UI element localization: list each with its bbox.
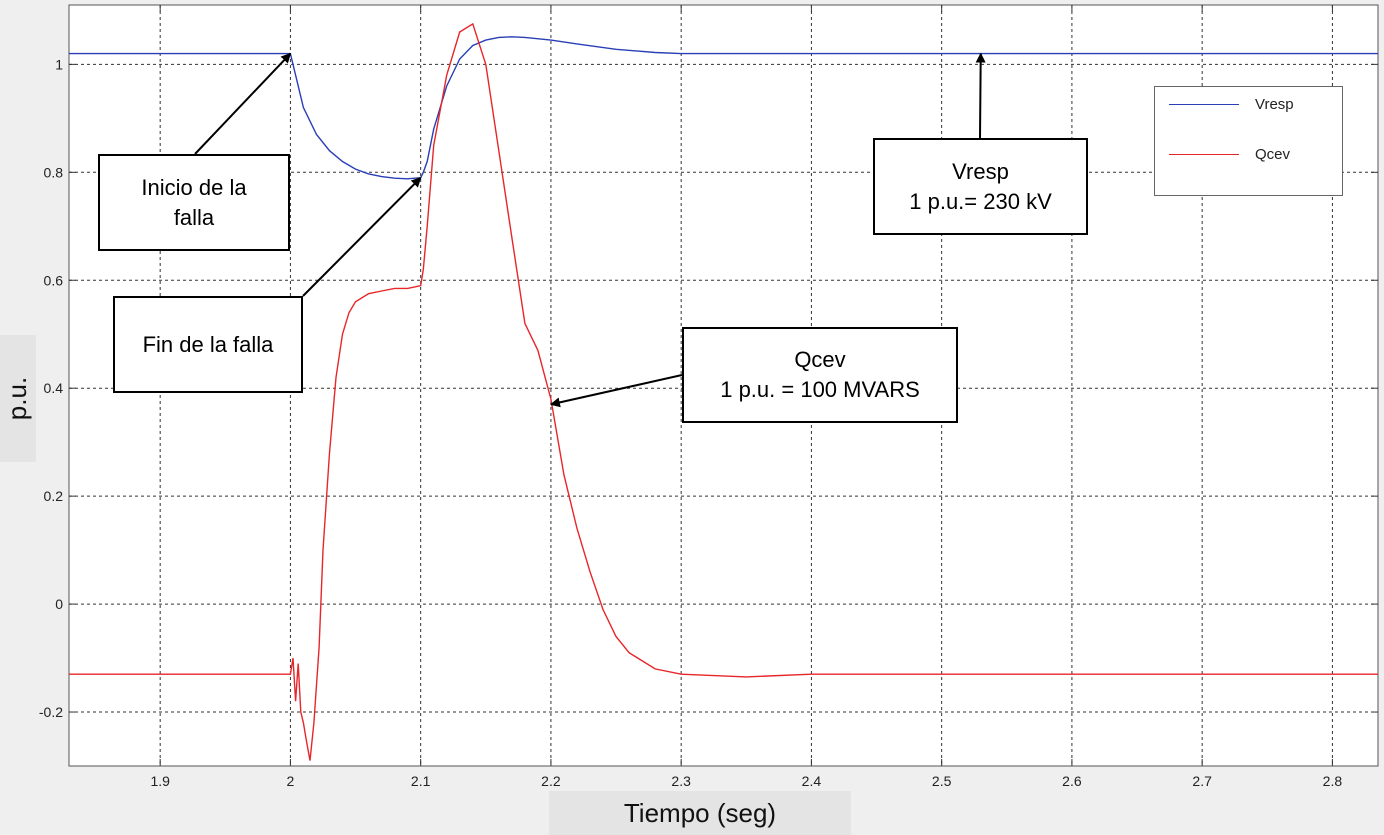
x-tick-label: 2.6 (1062, 773, 1082, 789)
annotation-inicio: Inicio de la falla (98, 154, 290, 251)
legend-item-vresp: Vresp (1169, 94, 1294, 114)
x-tick-label: 1.9 (150, 773, 170, 789)
y-axis-label: p.u. (0, 335, 36, 462)
arrow-qcev (549, 374, 683, 408)
y-tick-label: 0.2 (44, 488, 64, 504)
annotation-qcev: Qcev 1 p.u. = 100 MVARS (682, 327, 958, 423)
x-axis-label: Tiempo (seg) (549, 791, 851, 835)
legend-item-qcev: Qcev (1169, 144, 1290, 164)
y-tick-label: 0.4 (44, 380, 64, 396)
ticks: 1.9 2 2.1 2.2 2.3 2.4 2.5 2.6 2.7 2.8 -0.2 0 0.2 0.4 0… (39, 5, 1378, 789)
arrow-vresp (975, 52, 986, 139)
annotation-vresp: Vresp 1 p.u.= 230 kV (873, 138, 1088, 235)
legend-swatch-vresp (1169, 103, 1239, 105)
y-tick-label: 0.6 (44, 272, 64, 288)
legend: Vresp Qcev (1154, 86, 1343, 196)
x-tick-label: 2.3 (671, 773, 691, 789)
legend-label-qcev: Qcev (1255, 145, 1291, 163)
annotation-arrows (194, 52, 986, 408)
legend-label-vresp: Vresp (1255, 95, 1294, 113)
x-tick-label: 2 (287, 773, 295, 789)
series-group (69, 22, 1378, 761)
x-tick-label: 2.1 (411, 773, 431, 789)
legend-swatch-qcev (1169, 153, 1239, 155)
annotation-inicio-line1: Inicio de la (141, 174, 247, 200)
x-tick-label: 2.7 (1192, 773, 1212, 789)
x-tick-label: 2.5 (932, 773, 952, 789)
y-tick-label: 1 (55, 56, 63, 72)
annotation-qcev-line1: Qcev (794, 347, 846, 372)
x-tick-label: 2.8 (1323, 773, 1343, 789)
annotation-vresp-line1: Vresp (952, 158, 1009, 184)
annotation-fin: Fin de la falla (113, 296, 303, 393)
x-tick-label: 2.2 (541, 773, 561, 789)
annotation-qcev-line2: 1 p.u. = 100 MVARS (720, 377, 920, 402)
y-tick-label: 0.8 (44, 164, 64, 180)
series-line-qcev (69, 22, 1378, 761)
annotation-inicio-line2: falla (173, 204, 215, 230)
y-tick-label: 0 (55, 596, 63, 612)
x-tick-label: 2.4 (802, 773, 822, 789)
arrow-fin (302, 177, 422, 297)
annotation-fin-line1: Fin de la falla (142, 331, 274, 357)
arrow-inicio (194, 52, 292, 155)
annotation-vresp-line2: 1 p.u.= 230 kV (909, 188, 1052, 214)
y-tick-label: -0.2 (39, 704, 63, 720)
